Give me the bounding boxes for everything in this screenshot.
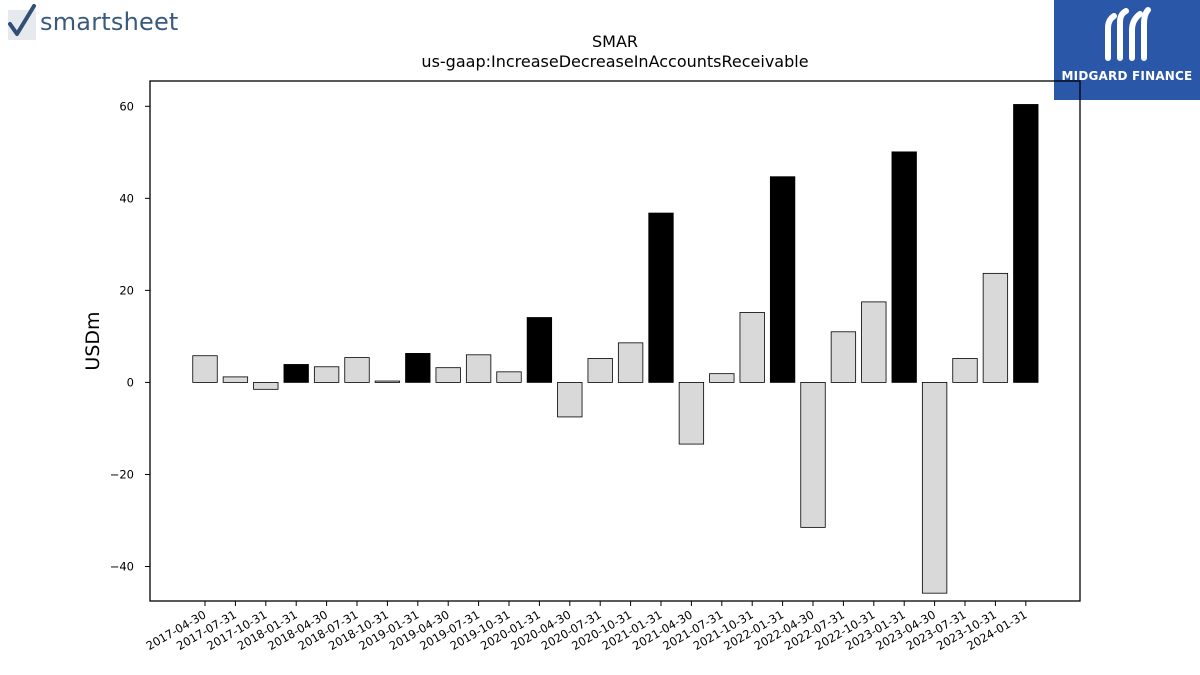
bar-2022-04-30	[800, 382, 826, 528]
bar-2023-04-30	[921, 382, 948, 594]
bar-2017-10-31	[253, 382, 279, 390]
bar-2022-07-31	[830, 331, 857, 383]
bar-2021-01-31	[648, 212, 674, 383]
midgard-wordmark: MIDGARD FINANCE	[1061, 69, 1193, 83]
bar-2018-01-31	[283, 364, 309, 383]
bar-2023-07-31	[952, 358, 978, 383]
bar-2022-10-31	[861, 301, 887, 383]
bar-2021-04-30	[678, 382, 705, 445]
bar-2023-01-31	[891, 151, 917, 383]
bar-2020-01-31	[526, 317, 553, 383]
y-tick-label: 40	[119, 191, 134, 205]
y-tick-label: −20	[110, 467, 134, 481]
bar-2019-07-31	[465, 354, 492, 383]
bar-2018-10-31	[374, 380, 401, 383]
chart-title-block: SMAR us-gaap:IncreaseDecreaseInAccountsR…	[150, 32, 1080, 72]
bar-2020-07-31	[587, 358, 613, 383]
checkmark-icon	[8, 4, 36, 40]
smartsheet-wordmark: smartsheet	[40, 8, 179, 36]
bar-2024-01-31	[1013, 104, 1039, 383]
bar-2019-04-30	[435, 367, 461, 383]
bar-2022-01-31	[769, 176, 796, 383]
bar-2021-10-31	[739, 312, 765, 383]
bar-2017-04-30	[192, 355, 218, 383]
midgard-finance-logo: MIDGARD FINANCE	[1054, 0, 1200, 100]
y-tick-label: −40	[110, 559, 134, 573]
y-tick-label: 20	[119, 283, 134, 297]
bar-2018-07-31	[344, 357, 370, 383]
bar-2021-07-31	[709, 373, 735, 383]
y-tick-label: 60	[119, 99, 134, 113]
bar-2017-07-31	[222, 376, 249, 383]
bars-layer	[192, 104, 1039, 594]
bar-2020-04-30	[557, 382, 583, 418]
bar-2023-10-31	[982, 272, 1009, 383]
chart-subtitle: us-gaap:IncreaseDecreaseInAccountsReceiv…	[421, 52, 809, 71]
y-axis: −40 −20 0 20 40 60	[110, 99, 150, 573]
y-axis-label: USDm	[82, 311, 104, 370]
chart-title: SMAR	[591, 32, 639, 51]
x-axis: 2017-04-302017-07-312017-10-312018-01-31…	[144, 601, 1029, 653]
smartsheet-logo: smartsheet	[6, 4, 186, 44]
y-tick-label: 0	[127, 375, 134, 389]
plot-frame	[149, 80, 1081, 602]
bar-2020-10-31	[617, 342, 644, 383]
midgard-emblem-icon	[1105, 7, 1151, 61]
bar-2019-10-31	[496, 371, 522, 383]
bar-2018-04-30	[313, 366, 340, 383]
bar-2019-01-31	[405, 353, 431, 383]
